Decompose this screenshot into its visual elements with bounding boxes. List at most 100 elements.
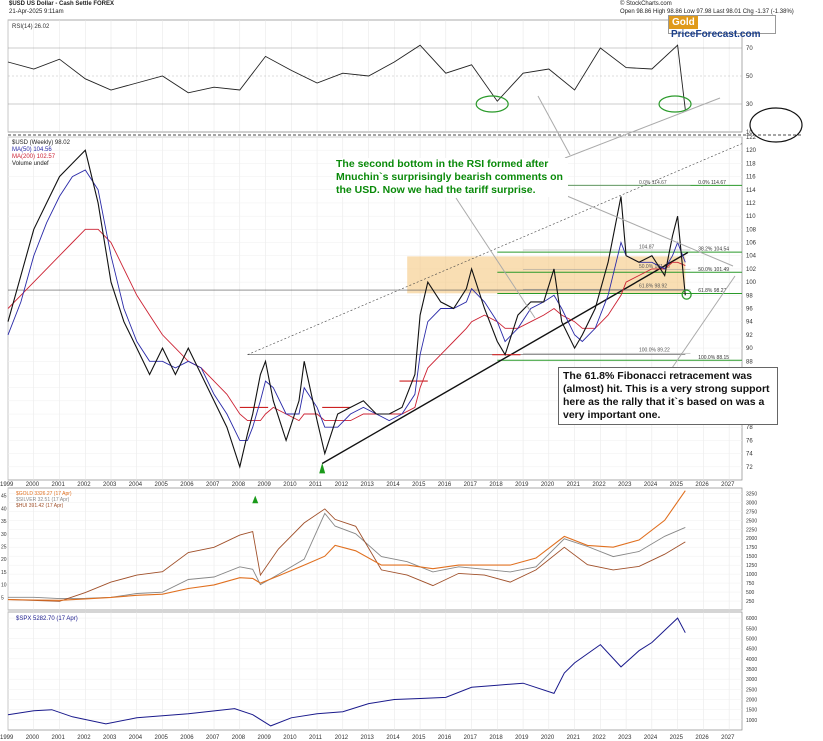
metals-legend-item: $SILVER 32.51 (17 Apr)	[16, 497, 70, 503]
x-tick-label-mid: 1999	[0, 482, 14, 488]
metals-right-tick-label: 250	[746, 599, 755, 605]
spx-legend: $SPX 5282.70 (17 Apr)	[16, 616, 78, 622]
panel-frame-2	[7, 487, 743, 611]
spx-y-tick-label: 5500	[746, 626, 757, 632]
x-tick-label-mid: 2023	[618, 482, 632, 488]
rsi-annotation: The second bottom in the RSI formed afte…	[336, 158, 568, 197]
x-tick-label-mid: 2024	[644, 482, 658, 488]
x-tick-label-bottom: 2001	[52, 735, 66, 741]
connector-rsi-1	[537, 95, 571, 156]
logo-domain-part: PriceForecast.com	[671, 29, 761, 40]
green-arrow-metals	[252, 495, 259, 504]
rsi-y-tick-label: 30	[746, 102, 753, 108]
x-tick-label-mid: 2018	[489, 482, 503, 488]
chart-header-symbol: $USD US Dollar - Cash Settle FOREX	[9, 1, 115, 7]
spx-y-tick-label: 1500	[746, 708, 757, 714]
x-tick-label-bottom: 2011	[309, 735, 323, 741]
x-tick-label-mid: 2027	[721, 482, 735, 488]
metals-left-tick-label: 25	[1, 544, 7, 550]
usd-y-tick-label: 120	[746, 148, 757, 154]
usd-y-tick-label: 104	[746, 254, 757, 260]
ma50-line	[7, 169, 686, 441]
usd-y-tick-label: 98	[746, 293, 753, 299]
x-tick-label-bottom: 2024	[644, 735, 658, 741]
metals-left-tick-label: 30	[1, 532, 7, 538]
x-tick-label-bottom: 2003	[103, 735, 117, 741]
usd-y-tick-label: 122	[746, 135, 757, 141]
green-arrow-up	[319, 462, 326, 474]
fib-level-label: 50.0% 101.49	[698, 267, 729, 273]
usd-y-tick-label: 72	[746, 465, 753, 471]
usd-y-tick-label: 94	[746, 320, 753, 326]
x-tick-label-mid: 2012	[335, 482, 349, 488]
metals-right-tick-label: 2750	[746, 509, 757, 515]
spx-y-tick-label: 4000	[746, 657, 757, 663]
connector-rsi-2	[564, 97, 721, 159]
fib-inner-label: 100.0% 89.22	[639, 348, 670, 354]
metals-right-tick-label: 2500	[746, 518, 757, 524]
usd-y-tick-label: 92	[746, 333, 753, 339]
x-tick-label-mid: 2013	[361, 482, 375, 488]
metals-right-tick-label: 1750	[746, 545, 757, 551]
usd-y-tick-label: 102	[746, 267, 757, 273]
metals-legend-item: $HUI 391.42 (17 Apr)	[16, 503, 64, 509]
fib-level-label: 61.8% 98.27	[698, 288, 726, 294]
x-tick-label-mid: 2014	[386, 482, 400, 488]
spx-y-tick-label: 3000	[746, 677, 757, 683]
x-tick-label-bottom: 2023	[618, 735, 632, 741]
x-tick-label-bottom: 2018	[489, 735, 503, 741]
x-tick-label-mid: 2007	[206, 482, 220, 488]
rsi-circle-2017	[475, 95, 509, 113]
usd-legend-item: MA(50) 104.56	[12, 147, 52, 153]
rsi-line	[7, 44, 686, 110]
x-tick-label-bottom: 2021	[567, 735, 581, 741]
logo-gold-part: Gold	[669, 16, 698, 29]
usd-legend-item: $USD (Weekly) 98.02	[12, 140, 71, 146]
usd-y-tick-label: 116	[746, 175, 756, 181]
x-tick-label-bottom: 2002	[77, 735, 91, 741]
x-tick-label-mid: 2022	[592, 482, 606, 488]
usd-y-tick-label: 74	[746, 452, 753, 458]
x-tick-label-mid: 2025	[670, 482, 684, 488]
usd-y-tick-label: 88	[746, 359, 753, 365]
x-tick-label-bottom: 2012	[335, 735, 349, 741]
x-tick-label-mid: 2000	[26, 482, 40, 488]
x-tick-label-bottom: 2022	[592, 735, 606, 741]
usd-price-line	[7, 149, 686, 469]
rsi-circle-2025	[658, 95, 692, 113]
usd-y-tick-label: 90	[746, 346, 753, 352]
usd-y-tick-label: 78	[746, 425, 753, 431]
silver-line	[8, 512, 686, 600]
x-tick-label-mid: 2003	[103, 482, 117, 488]
x-tick-label-bottom: 2005	[155, 735, 169, 741]
x-tick-label-bottom: 2019	[515, 735, 529, 741]
spx-y-tick-label: 2000	[746, 697, 757, 703]
fib-inner-label: 61.8% 98.92	[639, 284, 667, 290]
metals-legend-item: $GOLD 3326.27 (17 Apr)	[16, 491, 72, 497]
x-tick-label-mid: 2005	[155, 482, 169, 488]
x-tick-label-bottom: 2007	[206, 735, 220, 741]
future-black-circle	[749, 107, 803, 143]
metals-left-tick-label: 35	[1, 519, 7, 525]
connector-chart-2	[566, 195, 734, 267]
usd-y-tick-label: 118	[746, 161, 756, 167]
spx-line	[7, 617, 686, 727]
x-tick-label-bottom: 2004	[129, 735, 143, 741]
x-tick-label-bottom: 1999	[0, 735, 14, 741]
spx-y-tick-label: 1000	[746, 718, 757, 724]
rsi-y-tick-label: 10	[746, 130, 753, 136]
metals-right-tick-label: 1000	[746, 572, 757, 578]
x-tick-label-bottom: 2000	[26, 735, 40, 741]
x-tick-label-bottom: 2010	[283, 735, 297, 741]
x-tick-label-mid: 2009	[258, 482, 272, 488]
ma200-line	[7, 228, 686, 422]
x-tick-label-mid: 2021	[567, 482, 581, 488]
usd-y-tick-label: 108	[746, 227, 757, 233]
x-tick-label-bottom: 2020	[541, 735, 555, 741]
x-tick-label-bottom: 2015	[412, 735, 426, 741]
gold-line	[7, 490, 686, 601]
x-tick-label-bottom: 2014	[386, 735, 400, 741]
metals-left-tick-label: 5	[1, 595, 4, 601]
spx-y-tick-label: 6000	[746, 616, 757, 622]
x-tick-label-bottom: 2009	[258, 735, 272, 741]
